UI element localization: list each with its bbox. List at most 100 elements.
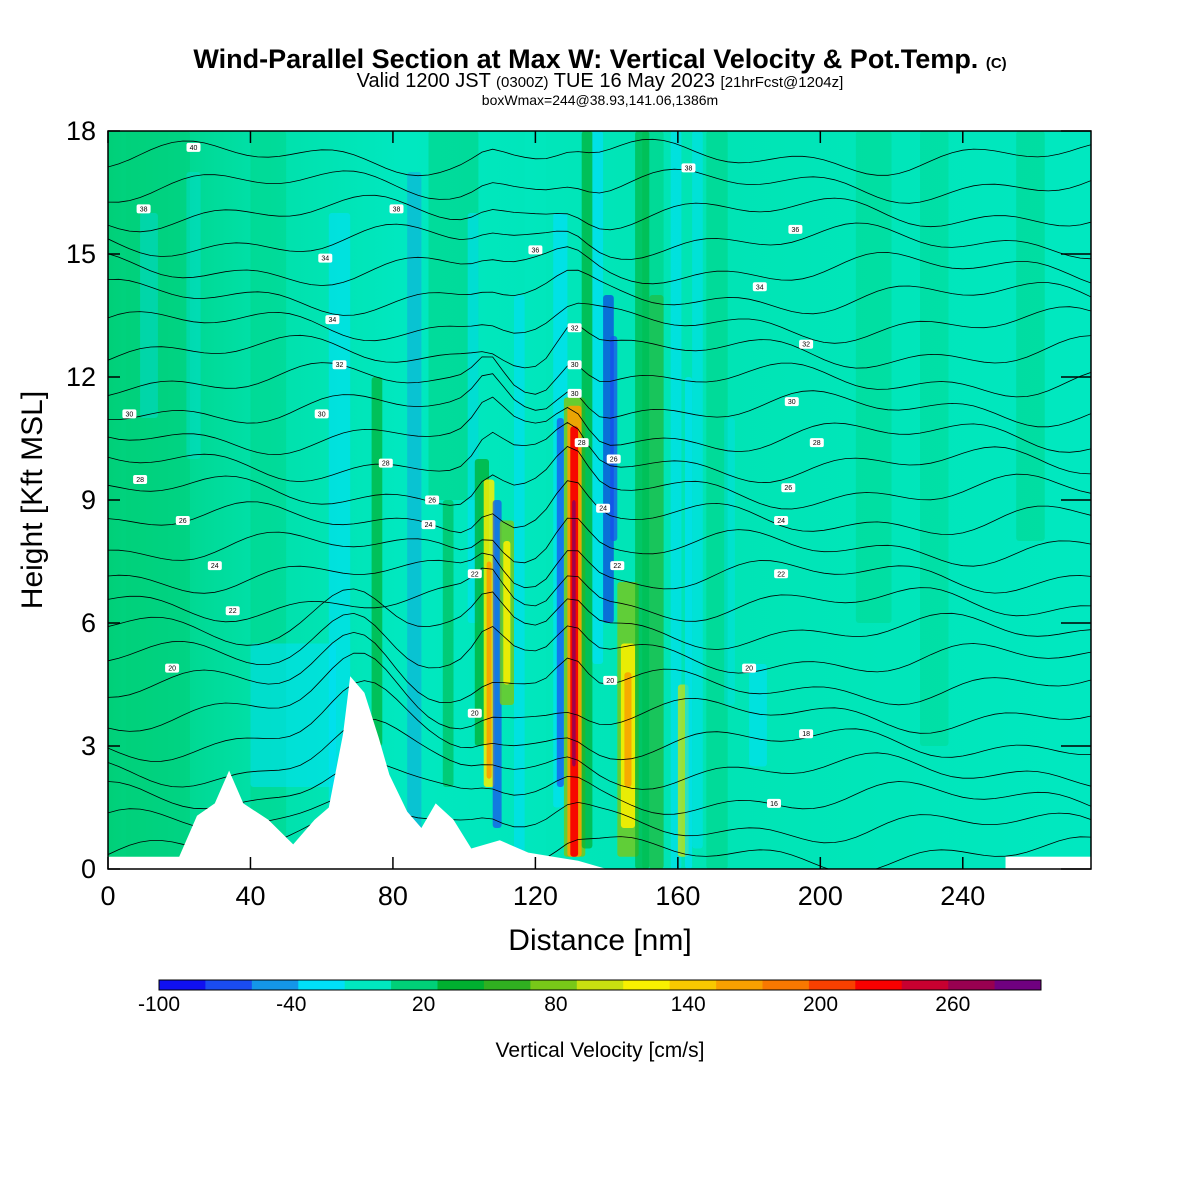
theta-label: 32 — [802, 342, 810, 349]
theta-label-bg — [186, 142, 201, 152]
velocity-band — [514, 295, 525, 869]
velocity-band — [855, 131, 892, 623]
velocity-band — [524, 131, 547, 869]
theta-contour-line — [108, 652, 1091, 734]
x-tick-label: 80 — [378, 881, 408, 911]
velocity-band — [610, 336, 618, 541]
theta-label: 20 — [745, 666, 753, 673]
theta-label: 38 — [393, 206, 401, 213]
theta-label: 18 — [802, 731, 810, 738]
theta-contour-line — [108, 302, 1091, 344]
theta-label-bg — [567, 388, 582, 398]
theta-label: 40 — [190, 145, 198, 152]
velocity-band — [442, 500, 454, 787]
velocity-band — [125, 131, 190, 869]
theta-label-bg — [467, 569, 482, 579]
theta-label-bg — [752, 282, 767, 292]
colorbar-label: 260 — [935, 993, 970, 1016]
theta-contour-line — [108, 761, 1091, 815]
theta-contour-line — [108, 517, 1091, 567]
theta-contour-line — [108, 612, 1091, 674]
velocity-band — [592, 131, 604, 664]
theta-label-bg — [809, 438, 824, 448]
colorbar-swatch — [901, 980, 949, 990]
x-tick-label: 240 — [940, 881, 985, 911]
theta-contour-line — [108, 588, 1091, 650]
x-axis-label: Distance [nm] — [508, 924, 691, 957]
theta-label-bg — [567, 360, 582, 370]
velocity-band — [749, 664, 767, 767]
x-tick-label: 0 — [100, 881, 115, 911]
colorbar-label: 200 — [803, 993, 838, 1016]
theta-label-bg — [567, 323, 582, 333]
theta-label-bg — [610, 561, 625, 571]
theta-label: 36 — [792, 227, 800, 234]
theta-label-bg — [325, 315, 340, 325]
velocity-band — [635, 131, 650, 869]
theta-label: 34 — [756, 284, 764, 291]
theta-label: 22 — [777, 571, 785, 578]
colorbar-swatch — [716, 980, 763, 990]
theta-label-bg — [122, 409, 137, 419]
velocity-band — [920, 131, 949, 746]
theta-contour-line — [108, 373, 1091, 428]
theta-label-bg — [681, 163, 696, 173]
colorbar-swatch — [576, 980, 624, 990]
chart-title: Wind-Parallel Section at Max W: Vertical… — [193, 44, 1007, 74]
theta-label: 24 — [425, 522, 433, 529]
theta-label: 26 — [784, 485, 792, 492]
theta-label: 38 — [685, 165, 693, 172]
x-tick-label: 160 — [655, 881, 700, 911]
theta-label-bg — [784, 397, 799, 407]
theta-label-bg — [165, 663, 180, 673]
theta-label: 20 — [471, 711, 479, 718]
theta-contour-line — [108, 718, 1091, 790]
x-axis: 0 40 80 120 160 200 240 — [100, 131, 985, 911]
y-axis-label: Height [Kft MSL] — [16, 391, 49, 609]
velocity-band — [685, 377, 693, 869]
y-tick-label: 15 — [66, 239, 96, 269]
theta-label: 24 — [599, 506, 607, 513]
plot-area: 40 38 38 38 36 36 34 34 34 32 32 32 30 30 30 30 30 28 28 28… — [108, 131, 1091, 869]
theta-label: 22 — [229, 608, 237, 615]
theta-contour-line — [108, 269, 1091, 316]
colorbar-swatch — [669, 980, 717, 990]
y-tick-label: 0 — [81, 854, 96, 884]
velocity-band — [186, 172, 201, 459]
colorbar: -100 -40 20 80 140 200 260 — [138, 979, 1042, 1016]
velocity-band — [692, 131, 703, 849]
theta-label: 38 — [140, 206, 148, 213]
theta-label: 32 — [336, 362, 344, 369]
colorbar-swatch — [298, 980, 346, 990]
y-tick-label: 6 — [81, 608, 96, 638]
colorbar-swatch — [344, 980, 392, 990]
velocity-band — [1016, 131, 1045, 541]
theta-label: 30 — [571, 362, 579, 369]
theta-contour-line — [108, 246, 1091, 286]
theta-contours — [108, 138, 1091, 869]
colorbar-swatch — [437, 980, 485, 990]
theta-label-bg — [774, 569, 789, 579]
velocity-band — [503, 541, 511, 685]
theta-label: 28 — [813, 440, 821, 447]
theta-contour-line — [108, 680, 1091, 762]
velocity-band — [486, 561, 492, 779]
y-tick-label: 18 — [66, 116, 96, 146]
theta-label-bg — [332, 360, 347, 370]
theta-label-bg — [425, 495, 440, 505]
theta-label-bg — [603, 675, 618, 685]
velocity-band — [428, 131, 479, 500]
theta-label-bg — [596, 503, 611, 513]
velocity-band — [670, 131, 682, 869]
theta-label: 24 — [777, 518, 785, 525]
theta-label-bg — [767, 798, 781, 808]
theta-label-bg — [389, 204, 404, 214]
theta-label-bg — [774, 516, 789, 525]
colorbar-swatch — [251, 980, 299, 990]
theta-label: 30 — [571, 391, 579, 398]
theta-label-bg — [799, 339, 814, 349]
theta-label: 22 — [613, 563, 621, 570]
theta-label-bg — [574, 438, 589, 448]
